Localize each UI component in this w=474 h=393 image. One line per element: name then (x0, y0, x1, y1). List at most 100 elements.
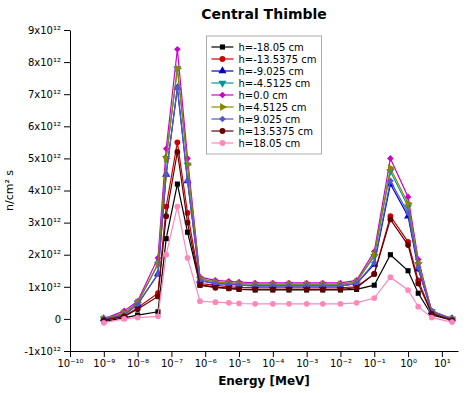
point (175, 64, 182, 72)
point (174, 139, 180, 145)
point (227, 279, 234, 287)
tick-mark (64, 319, 70, 320)
tick-mark (64, 351, 70, 352)
point (197, 282, 203, 288)
legend-marker (220, 103, 227, 111)
tick-label: 10⁻⁷ (161, 358, 183, 369)
point (213, 299, 219, 305)
legend-item: h=18.05 cm (211, 138, 300, 149)
series-line (104, 142, 452, 320)
point (304, 301, 310, 307)
series (101, 204, 455, 326)
tick-label: 2x10¹² (28, 249, 61, 260)
tick: 10⁻⁹ (93, 351, 115, 369)
tick-mark (64, 62, 70, 63)
series (100, 66, 456, 323)
tick-mark (171, 351, 172, 357)
series (101, 139, 455, 323)
tick-label: 10⁻⁸ (127, 358, 149, 369)
point (270, 286, 276, 292)
legend-marker (219, 116, 226, 123)
tick-mark (64, 223, 70, 224)
point (236, 301, 242, 307)
legend-item: h=9.025 cm (211, 114, 300, 125)
point (304, 286, 310, 292)
point (197, 283, 202, 288)
legend-label: h=4.5125 cm (238, 102, 306, 113)
series-line (104, 184, 452, 321)
tick-mark (374, 351, 375, 357)
tick-label: 10⁻¹ (364, 358, 386, 369)
point (286, 286, 292, 292)
point (135, 306, 141, 312)
tick-mark (104, 351, 105, 357)
legend-box (206, 36, 321, 154)
tick: 1x10¹² (28, 282, 70, 293)
series (100, 84, 455, 322)
tick-mark (273, 351, 274, 357)
point (163, 171, 170, 178)
tick-label: 10⁰ (400, 358, 417, 369)
tick: 5x10¹² (28, 153, 70, 164)
legend-item: h=0.0 cm (211, 90, 287, 101)
legend-marker (218, 81, 226, 88)
tick-label: 10⁻² (330, 358, 352, 369)
tick: 10⁻⁶ (195, 351, 217, 369)
legend-item: h=-18.05 cm (211, 42, 303, 53)
point (387, 178, 394, 185)
tick-label: 10⁻⁵ (229, 358, 251, 369)
point (101, 320, 107, 326)
series-line (104, 69, 452, 319)
legend-label: h=13.5375 cm (238, 126, 313, 137)
tick-mark (307, 351, 308, 357)
tick-mark (442, 351, 443, 357)
legend-marker (220, 140, 226, 146)
tick: 10⁻¹ (364, 351, 386, 369)
point (286, 301, 292, 307)
point (174, 46, 181, 53)
point (237, 280, 244, 288)
tick-mark (64, 94, 70, 95)
point (121, 316, 127, 322)
point (320, 287, 325, 292)
chart: 10⁻¹⁰10⁻⁹10⁻⁸10⁻⁷10⁻⁶10⁻⁵10⁻⁴10⁻³10⁻²10⁻… (0, 0, 474, 393)
point (371, 271, 377, 277)
tick-mark (64, 30, 70, 31)
point (185, 255, 191, 261)
tick: 10¹ (434, 351, 451, 369)
point (226, 300, 232, 306)
point (175, 182, 180, 187)
point (429, 315, 435, 321)
point (213, 278, 220, 286)
legend-marker (220, 56, 226, 62)
tick: 3x10¹² (28, 217, 70, 228)
point (405, 287, 411, 293)
point (387, 155, 394, 162)
point (174, 84, 181, 91)
tick-label: 9x10¹² (28, 25, 61, 36)
title: Central Thimble (201, 6, 327, 22)
tick-label: 10⁻³ (296, 358, 318, 369)
tick-mark (408, 351, 409, 357)
y-axis: -1x10¹²01x10¹²2x10¹²3x10¹²4x10¹²5x10¹²6x… (24, 25, 70, 357)
tick-mark (70, 351, 71, 357)
series (101, 149, 455, 323)
plot-area: 10⁻¹⁰10⁻⁹10⁻⁸10⁻⁷10⁻⁶10⁻⁵10⁻⁴10⁻³10⁻²10⁻… (24, 25, 458, 369)
tick-mark (64, 158, 70, 159)
point (270, 301, 276, 307)
point (163, 213, 169, 219)
legend-item: h=4.5125 cm (211, 102, 306, 113)
point (338, 287, 343, 292)
point (213, 285, 219, 291)
tick: 2x10¹² (28, 249, 70, 260)
tick-mark (64, 287, 70, 288)
point (406, 268, 411, 273)
tick-mark (138, 351, 139, 357)
tick: 10⁻⁵ (229, 351, 251, 369)
tick: 10⁻³ (296, 351, 318, 369)
tick-label: 1x10¹² (28, 282, 61, 293)
point (226, 286, 232, 292)
tick: 4x10¹² (28, 185, 70, 196)
point (449, 319, 455, 325)
point (226, 286, 231, 291)
